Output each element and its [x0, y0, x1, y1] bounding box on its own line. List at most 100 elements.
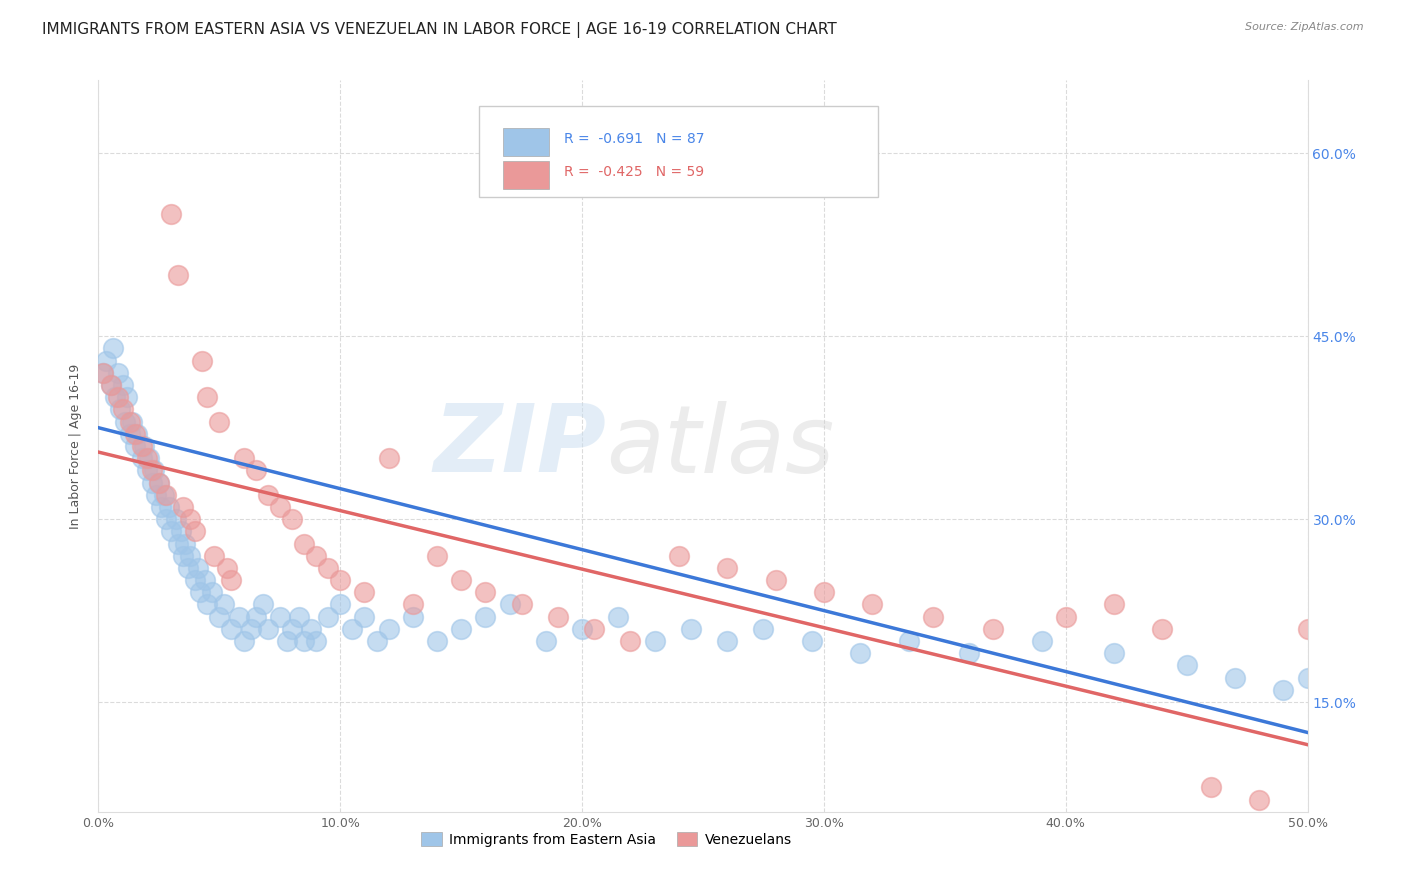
Point — [232, 634, 254, 648]
Point — [329, 573, 352, 587]
Point — [252, 598, 274, 612]
Point — [174, 536, 197, 550]
Point — [124, 426, 146, 441]
Point — [1102, 646, 1125, 660]
Point — [957, 646, 980, 660]
Point — [117, 390, 139, 404]
Point — [245, 463, 267, 477]
Point — [150, 500, 173, 514]
Point — [169, 524, 191, 539]
Point — [201, 585, 224, 599]
Point — [860, 598, 883, 612]
Point — [1175, 658, 1198, 673]
Point — [184, 524, 207, 539]
Point — [145, 488, 167, 502]
Point — [619, 634, 641, 648]
Point — [143, 463, 166, 477]
Point — [849, 646, 872, 660]
Text: atlas: atlas — [606, 401, 835, 491]
Point — [607, 609, 630, 624]
FancyBboxPatch shape — [503, 161, 550, 188]
Point — [135, 451, 157, 466]
Point — [366, 634, 388, 648]
Point — [160, 524, 183, 539]
Point — [1102, 598, 1125, 612]
Point — [195, 390, 218, 404]
Point — [292, 536, 315, 550]
Point — [329, 598, 352, 612]
Point — [1320, 682, 1343, 697]
Point — [679, 622, 702, 636]
Point — [402, 609, 425, 624]
Point — [121, 415, 143, 429]
Point — [281, 622, 304, 636]
Point — [134, 439, 156, 453]
Point — [426, 549, 449, 563]
Point — [316, 561, 339, 575]
Point — [131, 451, 153, 466]
Point — [179, 512, 201, 526]
Point — [212, 598, 235, 612]
Point — [752, 622, 775, 636]
Point — [167, 536, 190, 550]
Point — [172, 500, 194, 514]
Point — [107, 390, 129, 404]
Point — [138, 451, 160, 466]
Point — [91, 366, 114, 380]
Point — [1249, 792, 1271, 806]
Point — [221, 573, 243, 587]
Point — [91, 366, 114, 380]
Point — [377, 622, 399, 636]
Point — [179, 549, 201, 563]
Point — [342, 622, 364, 636]
Point — [1031, 634, 1053, 648]
Point — [276, 634, 298, 648]
Point — [118, 426, 141, 441]
Point — [534, 634, 557, 648]
Point — [107, 366, 129, 380]
Point — [305, 549, 328, 563]
Point — [644, 634, 666, 648]
Point — [921, 609, 943, 624]
Point — [108, 402, 131, 417]
Point — [353, 585, 375, 599]
Point — [474, 585, 496, 599]
Point — [155, 512, 177, 526]
Y-axis label: In Labor Force | Age 16-19: In Labor Force | Age 16-19 — [69, 363, 83, 529]
Point — [256, 488, 278, 502]
Point — [981, 622, 1004, 636]
Point — [305, 634, 328, 648]
Point — [402, 598, 425, 612]
Point — [813, 585, 835, 599]
Text: Source: ZipAtlas.com: Source: ZipAtlas.com — [1246, 22, 1364, 32]
Point — [377, 451, 399, 466]
Point — [316, 609, 339, 624]
Point — [281, 512, 304, 526]
Point — [269, 500, 291, 514]
Point — [426, 634, 449, 648]
Point — [450, 622, 472, 636]
FancyBboxPatch shape — [479, 106, 879, 197]
Point — [188, 585, 211, 599]
Point — [167, 268, 190, 283]
Point — [101, 342, 124, 356]
Point — [208, 415, 231, 429]
Text: ZIP: ZIP — [433, 400, 606, 492]
Point — [165, 512, 187, 526]
FancyBboxPatch shape — [503, 128, 550, 155]
Point — [157, 500, 180, 514]
Point — [1152, 622, 1174, 636]
Point — [131, 439, 153, 453]
Point — [1344, 671, 1367, 685]
Text: IMMIGRANTS FROM EASTERN ASIA VS VENEZUELAN IN LABOR FORCE | AGE 16-19 CORRELATIO: IMMIGRANTS FROM EASTERN ASIA VS VENEZUEL… — [42, 22, 837, 38]
Point — [177, 561, 200, 575]
Point — [135, 463, 157, 477]
Point — [155, 488, 177, 502]
Point — [245, 609, 267, 624]
Point — [232, 451, 254, 466]
Point — [124, 439, 146, 453]
Point — [141, 475, 163, 490]
Point — [765, 573, 787, 587]
Text: R =  -0.425   N = 59: R = -0.425 N = 59 — [564, 165, 704, 179]
Point — [184, 573, 207, 587]
